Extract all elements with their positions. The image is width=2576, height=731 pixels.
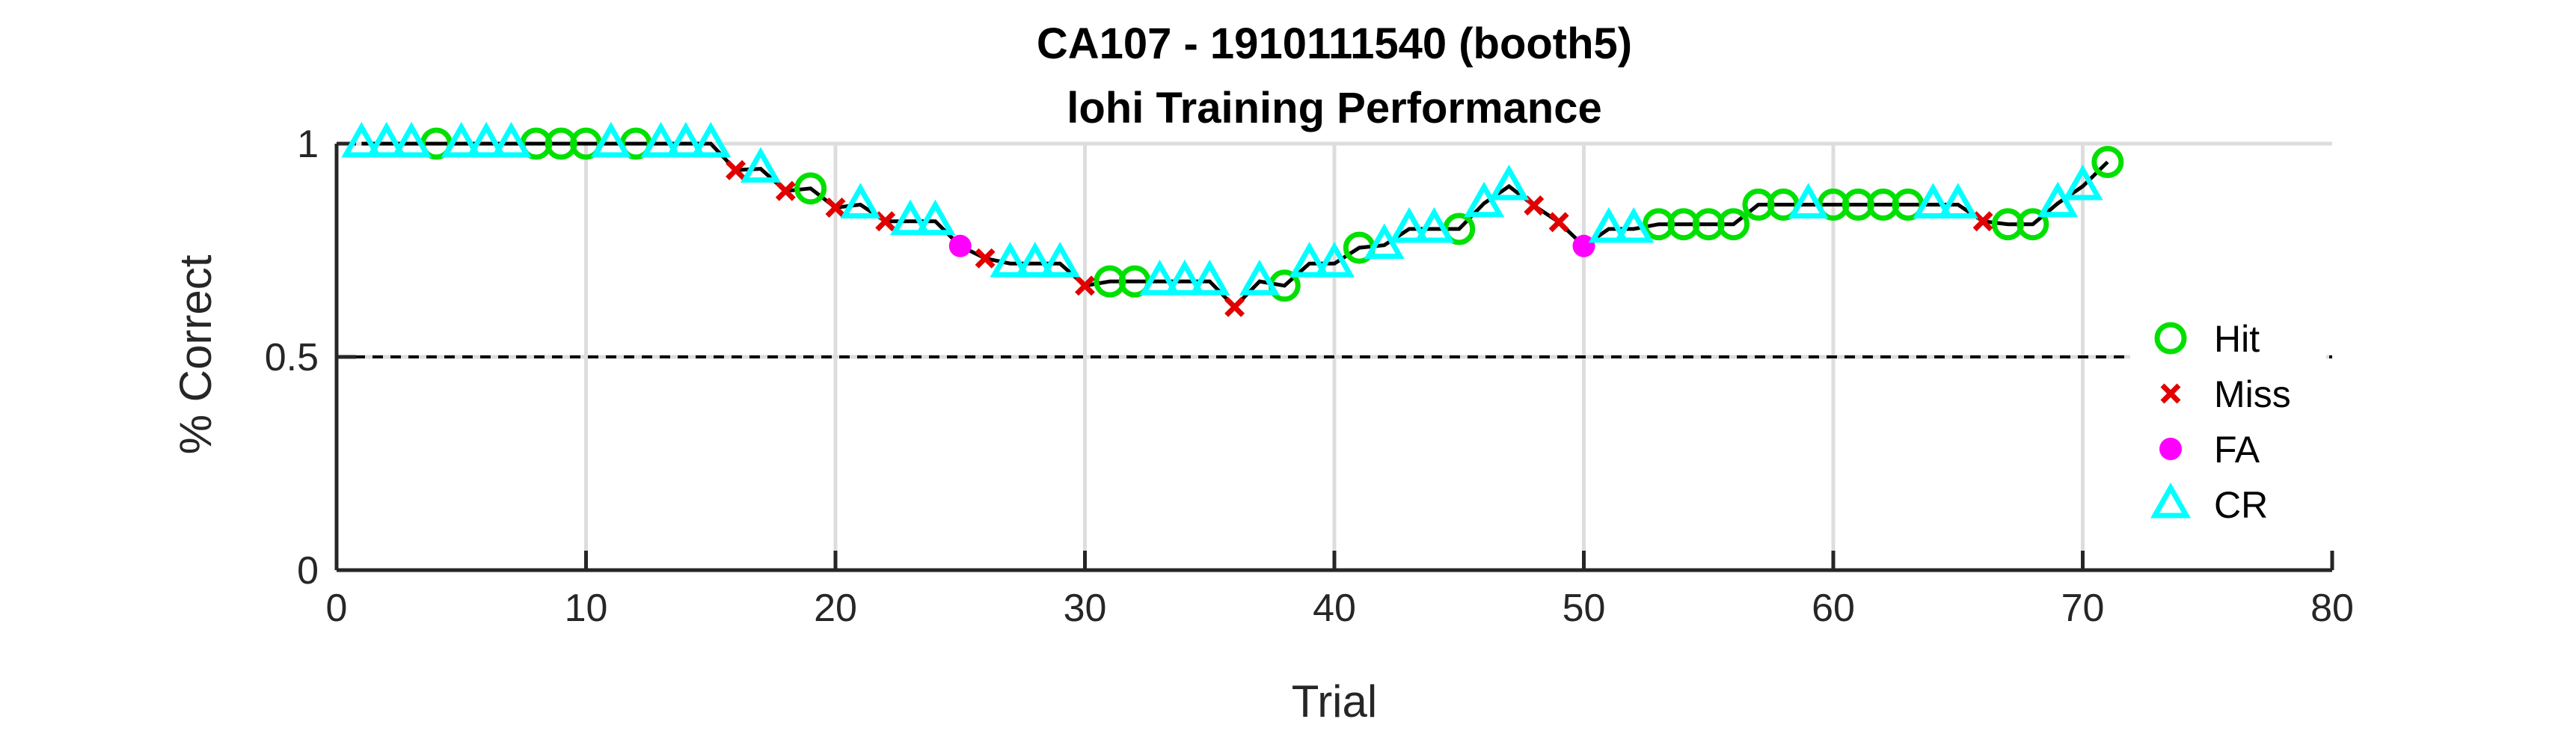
cr-marker bbox=[740, 147, 781, 183]
cr-marker bbox=[1414, 207, 1455, 243]
legend-hit-label: Hit bbox=[2214, 318, 2260, 360]
legend-fa-label: FA bbox=[2214, 429, 2260, 471]
cr-marker bbox=[1313, 242, 1355, 278]
miss-marker bbox=[775, 180, 796, 201]
miss-marker bbox=[825, 198, 846, 218]
series-fa bbox=[948, 234, 1595, 257]
grid-lines bbox=[337, 141, 2332, 570]
cr-marker bbox=[391, 121, 432, 158]
hit-marker bbox=[1717, 208, 1750, 241]
x-tick-label: 60 bbox=[1812, 587, 1855, 630]
legend-item-hit[interactable]: Hit bbox=[2154, 318, 2260, 360]
cr-marker bbox=[665, 121, 706, 158]
cr-marker bbox=[1014, 242, 1055, 278]
cr-marker bbox=[2037, 181, 2079, 218]
x-axis-label: Trial bbox=[1292, 676, 1377, 727]
cr-marker bbox=[1788, 183, 1829, 219]
cr-marker bbox=[1588, 207, 1629, 243]
cr-marker bbox=[890, 199, 931, 236]
x-tick-label: 0 bbox=[326, 587, 348, 630]
series-cr bbox=[341, 121, 2103, 296]
cr-marker bbox=[1189, 260, 1230, 296]
y-tick-label: 0 bbox=[297, 549, 319, 593]
hit-marker bbox=[2017, 208, 2049, 241]
legend-hit-marker bbox=[2154, 322, 2187, 355]
series-hit bbox=[420, 127, 2124, 302]
cr-marker bbox=[1239, 260, 1280, 296]
x-tick-label: 50 bbox=[1563, 587, 1606, 630]
cr-marker bbox=[1289, 242, 1330, 278]
miss-marker bbox=[1075, 275, 1095, 296]
hit-marker bbox=[2091, 146, 2124, 179]
miss-marker bbox=[1972, 211, 1993, 232]
axes: 0 10 20 30 40 50 60 70 80 0 0.5 1 bbox=[265, 123, 2354, 630]
x-tick-label: 70 bbox=[2061, 587, 2105, 630]
fa-marker bbox=[1572, 234, 1595, 257]
legend-cr-label: CR bbox=[2214, 484, 2268, 526]
legend-cr-marker bbox=[2150, 482, 2192, 519]
x-tick-label: 30 bbox=[1064, 587, 1107, 630]
cr-marker bbox=[1488, 164, 1530, 201]
x-tick-label: 10 bbox=[565, 587, 608, 630]
cr-marker bbox=[1139, 260, 1180, 296]
legend-item-miss[interactable]: Miss bbox=[2160, 373, 2291, 415]
miss-marker bbox=[975, 248, 996, 269]
cr-marker bbox=[1389, 207, 1430, 243]
miss-marker bbox=[1548, 212, 1569, 233]
legend-miss-label: Miss bbox=[2214, 373, 2291, 415]
legend-fa-marker bbox=[2159, 438, 2182, 460]
cr-marker bbox=[1913, 183, 1954, 219]
chart-title: CA107 - 1910111540 (booth5) bbox=[1037, 19, 1632, 68]
cr-marker bbox=[590, 121, 631, 158]
performance-line bbox=[361, 141, 2109, 310]
cr-marker bbox=[366, 121, 407, 158]
cr-marker bbox=[1937, 183, 1978, 219]
y-axis-label: % Correct bbox=[171, 254, 221, 454]
legend[interactable]: Hit Miss FA CR bbox=[2130, 302, 2326, 539]
chart-subtitle: lohi Training Performance bbox=[1067, 84, 1601, 132]
cr-marker bbox=[491, 121, 532, 158]
hit-marker bbox=[794, 172, 827, 205]
cr-marker bbox=[640, 121, 681, 158]
y-tick-label: 0.5 bbox=[265, 336, 319, 379]
cr-marker bbox=[466, 121, 507, 158]
cr-marker bbox=[915, 199, 956, 236]
cr-marker bbox=[840, 183, 881, 219]
cr-marker bbox=[2062, 164, 2103, 201]
x-tick-label: 80 bbox=[2310, 587, 2354, 630]
y-tick-label: 1 bbox=[297, 123, 319, 166]
data-layer bbox=[341, 121, 2124, 317]
cr-marker bbox=[1040, 242, 1081, 278]
miss-marker bbox=[875, 211, 896, 232]
cr-marker bbox=[990, 242, 1031, 278]
cr-marker bbox=[1613, 207, 1655, 243]
cr-marker bbox=[690, 121, 732, 158]
cr-marker bbox=[441, 121, 482, 158]
cr-marker bbox=[341, 121, 382, 158]
legend-item-cr[interactable]: CR bbox=[2150, 482, 2268, 526]
x-tick-label: 20 bbox=[814, 587, 857, 630]
cr-marker bbox=[1464, 181, 1505, 218]
miss-marker bbox=[726, 159, 746, 180]
legend-item-fa[interactable]: FA bbox=[2159, 429, 2260, 471]
miss-marker bbox=[1224, 296, 1245, 317]
x-tick-label: 40 bbox=[1313, 587, 1356, 630]
legend-miss-marker bbox=[2160, 383, 2181, 404]
cr-marker bbox=[1164, 260, 1205, 296]
series-miss bbox=[726, 159, 1993, 317]
fa-marker bbox=[948, 234, 972, 257]
